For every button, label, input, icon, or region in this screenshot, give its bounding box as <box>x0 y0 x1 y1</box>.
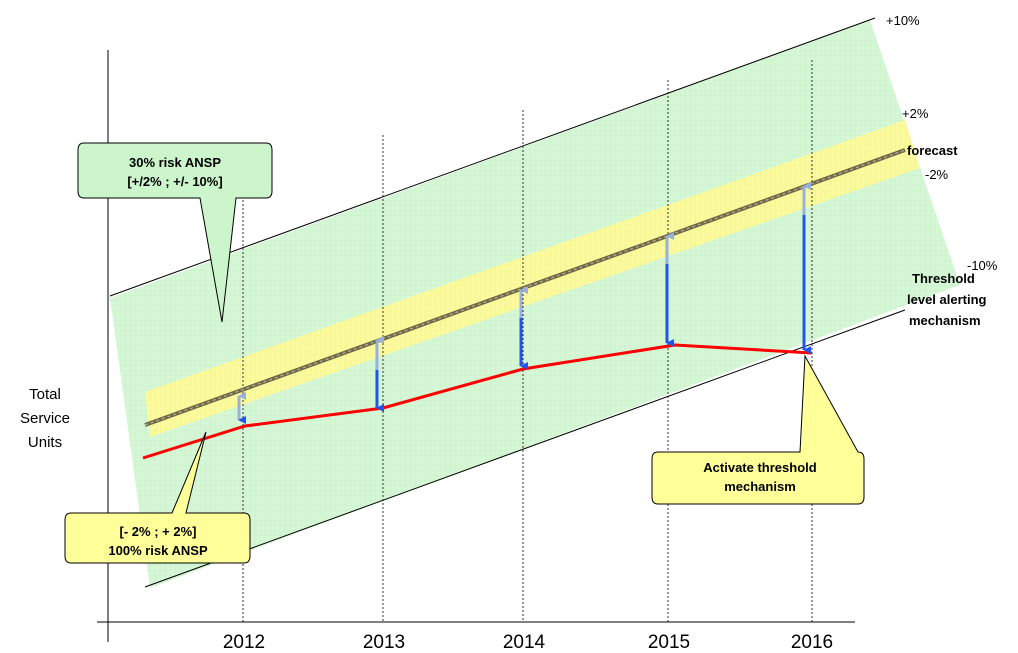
lower-10-line <box>144 309 906 588</box>
callout-100-risk-line2: 100% risk ANSP <box>108 543 208 558</box>
year-label-2015: 2015 <box>648 632 690 653</box>
y-axis-label-line3: Units <box>28 434 62 451</box>
year-label-2012: 2012 <box>223 632 265 653</box>
callout-activate-line2: mechanism <box>724 479 796 494</box>
y-axis-label-line1: Total <box>29 386 61 403</box>
upper-10-line <box>109 17 876 297</box>
callout-100-risk <box>64 431 251 564</box>
callout-100-risk-line1: [- 2% ; + 2%] <box>120 524 197 539</box>
threshold-label-line2: level alerting <box>907 292 987 307</box>
label-minus-2: -2% <box>925 167 949 182</box>
callout-30-risk <box>77 142 273 323</box>
outer-tolerance-band <box>110 20 960 588</box>
callout-30-risk-line1: 30% risk ANSP <box>129 155 221 170</box>
year-label-2014: 2014 <box>503 632 546 653</box>
label-plus-2: +2% <box>902 106 929 121</box>
callout-activate-line1: Activate threshold <box>703 460 816 475</box>
callout-30-risk-line2: [+/2% ; +/- 10%] <box>127 174 222 189</box>
threshold-label-line1: Threshold <box>912 271 975 286</box>
label-forecast: forecast <box>907 143 958 158</box>
label-minus-10: -10% <box>967 258 998 273</box>
year-label-2016: 2016 <box>791 632 833 653</box>
callout-activate-threshold <box>651 354 865 505</box>
actual-line <box>142 343 813 460</box>
deviation-arrows <box>237 182 811 424</box>
label-plus-10: +10% <box>886 13 920 28</box>
year-label-2013: 2013 <box>363 632 405 653</box>
threshold-label-line3: mechanism <box>909 313 981 328</box>
y-axis-label-line2: Service <box>20 410 70 427</box>
inner-tolerance-band <box>145 120 920 437</box>
